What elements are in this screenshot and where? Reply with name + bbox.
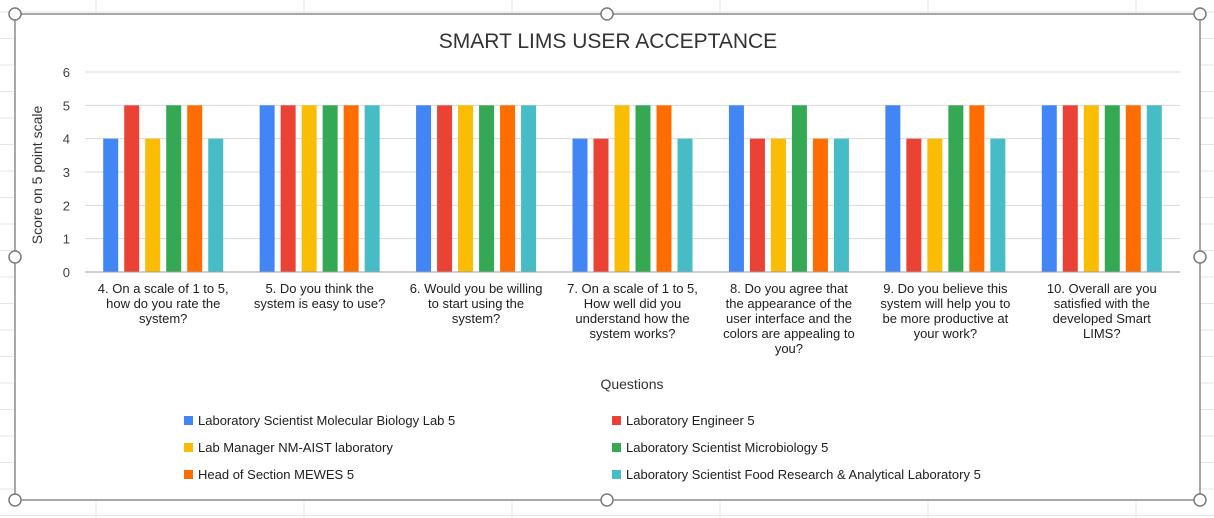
bar bbox=[322, 105, 338, 272]
bar bbox=[416, 105, 432, 272]
legend-swatch bbox=[612, 416, 621, 425]
y-tick-label: 0 bbox=[63, 265, 70, 280]
bar bbox=[791, 105, 807, 272]
bar bbox=[927, 138, 943, 272]
legend: Laboratory Scientist Molecular Biology L… bbox=[184, 413, 981, 482]
bar bbox=[1104, 105, 1120, 272]
bars bbox=[103, 105, 1162, 272]
y-tick-label: 1 bbox=[63, 232, 70, 247]
bar bbox=[1041, 105, 1057, 272]
bar bbox=[812, 138, 828, 272]
bar bbox=[990, 138, 1006, 272]
resize-handle[interactable] bbox=[8, 7, 22, 21]
resize-handle[interactable] bbox=[8, 250, 22, 264]
y-tick-label: 4 bbox=[63, 132, 70, 147]
bar bbox=[208, 138, 224, 272]
bar bbox=[187, 105, 203, 272]
legend-label: Laboratory Scientist Microbiology 5 bbox=[626, 440, 828, 455]
resize-handle[interactable] bbox=[1193, 250, 1207, 264]
bar bbox=[343, 105, 359, 272]
bar bbox=[969, 105, 985, 272]
category-label: 5. Do you think the system is easy to use… bbox=[254, 281, 386, 311]
bar bbox=[906, 138, 922, 272]
legend-label: Laboratory Engineer 5 bbox=[626, 413, 755, 428]
bar bbox=[458, 105, 474, 272]
legend-swatch bbox=[612, 443, 621, 452]
y-tick-label: 5 bbox=[63, 98, 70, 113]
resize-handle[interactable] bbox=[1193, 7, 1207, 21]
y-axis-title: Score on 5 point scale bbox=[29, 106, 45, 245]
bar bbox=[259, 105, 275, 272]
bar bbox=[770, 138, 786, 272]
y-tick-label: 2 bbox=[63, 198, 70, 213]
resize-handle[interactable] bbox=[8, 493, 22, 507]
bar bbox=[145, 138, 161, 272]
category-label: 6. Would you be willing to start using th… bbox=[410, 281, 543, 326]
bar bbox=[1083, 105, 1099, 272]
category-label: 9. Do you believe this system will help y… bbox=[880, 281, 1010, 341]
legend-label: Laboratory Scientist Molecular Biology L… bbox=[198, 413, 455, 428]
y-tick-label: 6 bbox=[63, 65, 70, 80]
bar bbox=[1062, 105, 1078, 272]
resize-handle[interactable] bbox=[600, 493, 614, 507]
category-label: 8. Do you agree that the appearance of th… bbox=[723, 281, 855, 356]
bar bbox=[572, 138, 588, 272]
legend-swatch bbox=[184, 470, 193, 479]
category-label: 4. On a scale of 1 to 5, how do you rate … bbox=[98, 281, 229, 326]
bar bbox=[948, 105, 964, 272]
resize-handles[interactable] bbox=[8, 7, 1207, 507]
legend-label: Laboratory Scientist Food Research & Ana… bbox=[626, 467, 981, 482]
legend-swatch bbox=[184, 443, 193, 452]
bar bbox=[1125, 105, 1141, 272]
bar bbox=[103, 138, 119, 272]
bar bbox=[521, 105, 537, 272]
bar bbox=[479, 105, 495, 272]
bar bbox=[280, 105, 296, 272]
resize-handle[interactable] bbox=[600, 7, 614, 21]
bar bbox=[656, 105, 672, 272]
bar bbox=[1146, 105, 1162, 272]
bar bbox=[885, 105, 901, 272]
bar bbox=[833, 138, 849, 272]
legend-swatch bbox=[184, 416, 193, 425]
y-tick-label: 3 bbox=[63, 165, 70, 180]
bar bbox=[593, 138, 609, 272]
bar bbox=[437, 105, 453, 272]
category-labels: 4. On a scale of 1 to 5, how do you rate … bbox=[98, 281, 1157, 356]
x-axis-title: Questions bbox=[600, 376, 663, 392]
bar bbox=[614, 105, 630, 272]
legend-label: Lab Manager NM-AIST laboratory bbox=[198, 440, 393, 455]
resize-handle[interactable] bbox=[1193, 493, 1207, 507]
category-label: 10. Overall are you satisfied with the dev… bbox=[1047, 281, 1157, 341]
bar bbox=[364, 105, 380, 272]
bar bbox=[301, 105, 317, 272]
bar bbox=[677, 138, 693, 272]
bar bbox=[500, 105, 516, 272]
legend-swatch bbox=[612, 470, 621, 479]
legend-label: Head of Section MEWES 5 bbox=[198, 467, 354, 482]
bar bbox=[124, 105, 140, 272]
bar bbox=[635, 105, 651, 272]
bar bbox=[166, 105, 182, 272]
y-tick-labels: 0 1 2 3 4 5 6 bbox=[63, 65, 70, 280]
bar bbox=[728, 105, 744, 272]
category-label: 7. On a scale of 1 to 5, How well did you… bbox=[567, 281, 698, 341]
bar bbox=[749, 138, 765, 272]
chart-title: SMART LIMS USER ACCEPTANCE bbox=[439, 30, 777, 53]
